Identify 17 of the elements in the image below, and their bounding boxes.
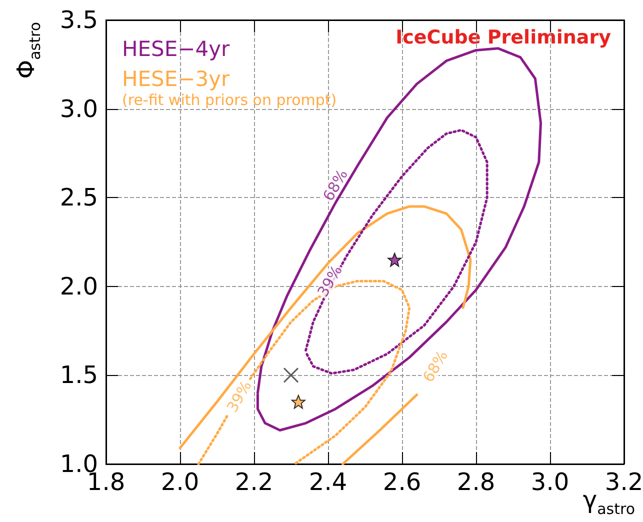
y-tick-label: 1.5 bbox=[60, 361, 98, 390]
y-tick-label: 2.5 bbox=[60, 184, 98, 212]
x-tick-label: 3.0 bbox=[530, 468, 570, 496]
point bbox=[388, 252, 402, 267]
x-tick-label: 2.6 bbox=[382, 468, 422, 496]
x-tick-label: 2.0 bbox=[160, 468, 200, 496]
text: HESE−4yr bbox=[122, 37, 230, 61]
y-tick-label: 2.0 bbox=[60, 272, 98, 300]
annotation: IceCube Preliminary bbox=[396, 26, 612, 48]
x-tick-label: 2.2 bbox=[234, 468, 274, 496]
y-tick-label: 3.5 bbox=[60, 6, 98, 34]
x-tick-label: 2.8 bbox=[456, 468, 496, 496]
point bbox=[283, 367, 299, 383]
y-tick-label: 3.0 bbox=[60, 94, 98, 123]
text: HESE−3yr (re-fit with priors on prompt) bbox=[122, 67, 337, 109]
x-tick-label: 2.4 bbox=[308, 468, 348, 496]
point bbox=[291, 394, 306, 409]
